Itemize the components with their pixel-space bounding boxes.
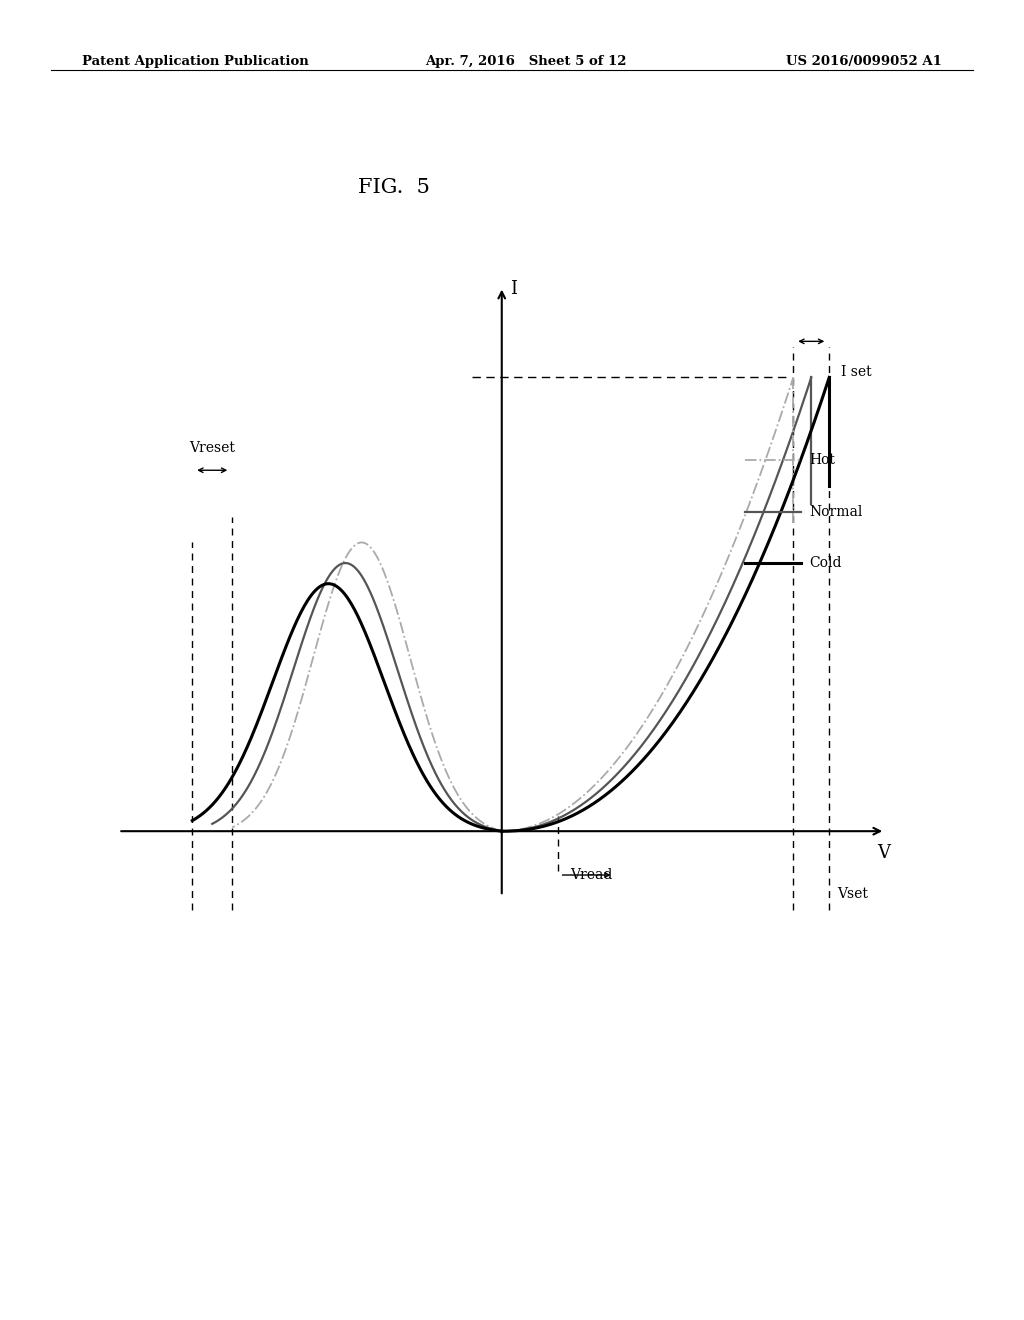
Text: I: I [510,280,517,298]
Text: Vset: Vset [838,887,868,902]
Text: Normal: Normal [809,504,862,519]
Text: US 2016/0099052 A1: US 2016/0099052 A1 [786,55,942,69]
Text: Patent Application Publication: Patent Application Publication [82,55,308,69]
Text: I set: I set [842,366,871,379]
Text: Apr. 7, 2016   Sheet 5 of 12: Apr. 7, 2016 Sheet 5 of 12 [425,55,627,69]
Text: Hot: Hot [809,453,836,467]
Text: FIG.  5: FIG. 5 [358,178,430,197]
Text: Vread: Vread [569,869,612,882]
Text: Cold: Cold [809,556,842,570]
Text: V: V [878,843,890,862]
Text: Vreset: Vreset [189,441,236,455]
